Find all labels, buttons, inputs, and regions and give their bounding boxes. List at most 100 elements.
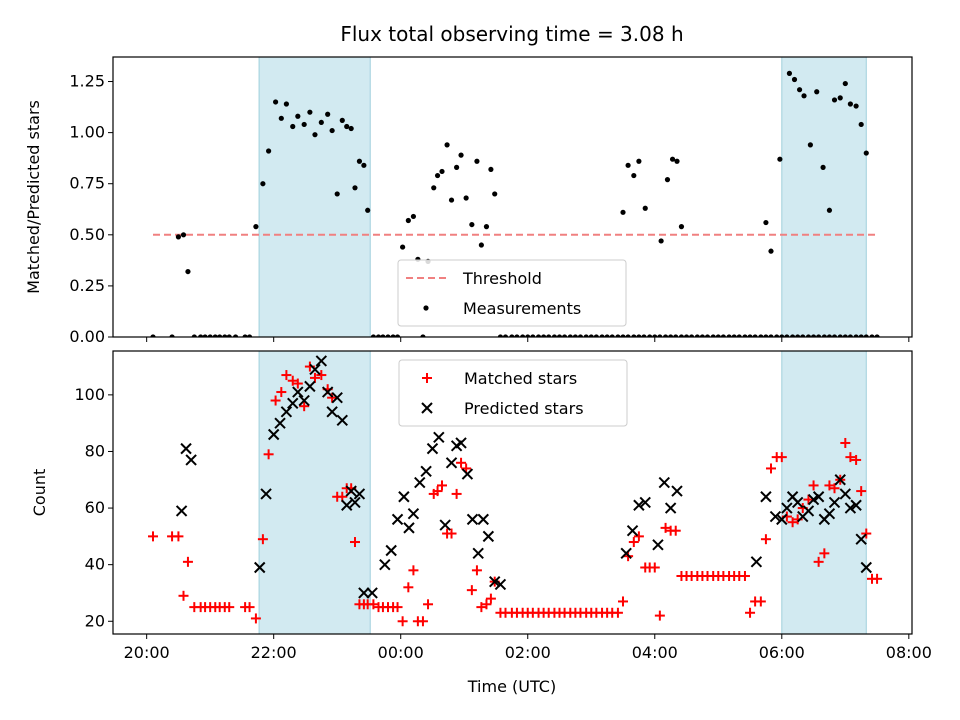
- legend: Matched stars Predicted stars: [398, 359, 628, 427]
- measurement-point: [207, 334, 213, 337]
- chart-title: Flux total observing time = 3.08 h: [340, 22, 683, 46]
- measurement-point: [784, 334, 790, 337]
- y-tick-label: 60: [85, 498, 105, 517]
- axes-frame: [112, 56, 913, 338]
- measurement-point: [636, 158, 642, 164]
- predicted-point: [671, 485, 683, 497]
- legend-label: Measurements: [463, 299, 581, 318]
- measurement-point: [774, 334, 780, 337]
- matched-point: [766, 463, 776, 474]
- measurement-point: [863, 334, 869, 337]
- measurement-point: [198, 334, 204, 337]
- measurement-point: [858, 334, 864, 337]
- matched-point: [368, 599, 379, 610]
- matched-point: [327, 392, 338, 403]
- measurement-point: [180, 232, 187, 238]
- matched-point: [244, 602, 255, 613]
- measurement-point: [604, 334, 610, 337]
- measurement-point: [535, 334, 542, 337]
- predicted-point: [254, 561, 266, 574]
- measurement-point: [593, 334, 599, 337]
- predicted-point: [349, 496, 361, 509]
- predicted-point: [391, 513, 404, 526]
- measurement-point: [444, 142, 450, 148]
- matched-point: [476, 602, 487, 613]
- measurement-point: [874, 334, 880, 337]
- measurement-point: [202, 334, 208, 337]
- measurement-point: [657, 334, 663, 337]
- matched-point: [745, 607, 756, 618]
- matched-point: [451, 488, 462, 499]
- matched-point: [309, 372, 320, 383]
- predicted-point: [639, 496, 651, 509]
- measurement-point: [796, 87, 803, 93]
- measurement-point: [821, 334, 827, 337]
- predicted-point: [309, 363, 321, 376]
- y-tick-label: 0.25: [69, 276, 105, 295]
- measurement-point: [588, 334, 594, 337]
- measurement-point: [448, 197, 455, 203]
- matched-point: [250, 613, 261, 624]
- measurement-point: [492, 191, 498, 197]
- measurement-point: [344, 123, 350, 130]
- measurement-point: [786, 70, 793, 76]
- measurement-point: [853, 103, 859, 109]
- predicted-point: [633, 499, 645, 511]
- measurement-point: [295, 113, 301, 119]
- measurement-point: [858, 121, 864, 128]
- measurement-point: [348, 125, 354, 132]
- measurement-point: [847, 101, 853, 107]
- measurement-point: [175, 234, 182, 240]
- matched-point: [349, 537, 360, 548]
- predicted-point: [185, 454, 197, 466]
- matched-point: [397, 616, 408, 627]
- predicted-point: [414, 476, 426, 489]
- matched-point: [803, 494, 814, 505]
- matched-point: [481, 599, 492, 610]
- axes-frame: [112, 350, 913, 635]
- predicted-point: [426, 442, 439, 455]
- shaded-interval-2: [781, 56, 867, 338]
- measurement-point: [731, 334, 737, 337]
- predicted-point: [850, 499, 862, 511]
- matched-point: [787, 517, 798, 528]
- matched-point: [224, 602, 235, 613]
- measurement-point: [222, 334, 228, 337]
- measurement-point: [777, 156, 783, 162]
- measurement-point: [556, 334, 563, 337]
- predicted-point: [331, 391, 343, 404]
- measurement-point: [747, 334, 753, 337]
- measurement-point: [454, 164, 460, 170]
- measurement-point: [668, 334, 674, 337]
- measurement-point: [664, 177, 671, 183]
- measurement-point: [820, 164, 826, 170]
- predicted-point: [472, 547, 484, 560]
- predicted-point: [353, 488, 366, 500]
- measurement-point: [758, 334, 764, 337]
- measurement-point: [253, 224, 259, 230]
- predicted-point: [828, 496, 841, 509]
- measurement-point: [625, 334, 631, 337]
- predicted-point: [461, 468, 474, 480]
- predicted-point: [445, 457, 458, 469]
- measurement-point: [185, 268, 191, 275]
- count-panel: 20 40 60 80 100 20:00 22:00 00:00 02:00 04:00 06:0…: [30, 350, 932, 662]
- predicted-point: [439, 519, 451, 531]
- predicted-point: [292, 386, 304, 398]
- matched-point: [760, 534, 771, 545]
- measurement-point: [816, 334, 822, 337]
- measurement-point: [410, 213, 417, 220]
- predicted-point: [477, 513, 489, 526]
- measurement-point: [620, 334, 626, 337]
- matched-point: [408, 565, 419, 576]
- x-tick-label: 20:00: [124, 643, 170, 662]
- measurement-point: [509, 334, 515, 337]
- measurement-point: [863, 150, 869, 156]
- matched-point: [485, 593, 496, 604]
- predicted-point: [626, 524, 639, 537]
- measurement-point: [789, 334, 796, 337]
- predicted-point: [315, 355, 328, 367]
- predicted-point: [769, 510, 782, 523]
- measurement-point: [483, 224, 490, 230]
- predicted-point: [652, 539, 664, 551]
